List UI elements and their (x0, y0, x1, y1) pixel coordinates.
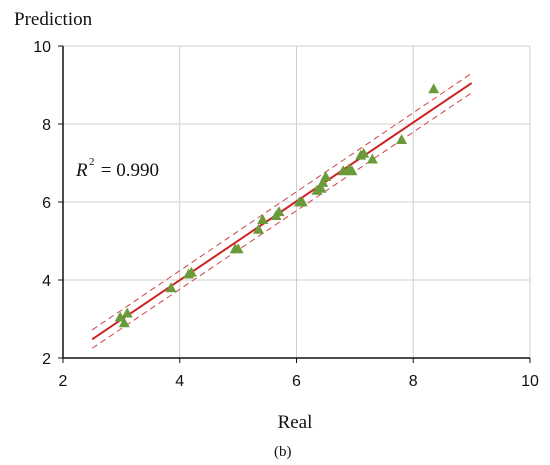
data-point (257, 214, 269, 224)
x-tick-label: 4 (175, 373, 184, 390)
y-tick-label: 6 (42, 195, 51, 212)
r2-value: = 0.990 (96, 160, 159, 181)
data-point (366, 153, 378, 164)
x-tick-label: 10 (521, 373, 539, 390)
axes (58, 45, 531, 363)
data-point (315, 182, 327, 193)
r-squared-annotation: R 2 = 0.990 (75, 156, 159, 181)
data-point (320, 171, 332, 182)
confidence-lower-line (91, 92, 472, 349)
x-axis-title: Real (278, 412, 313, 433)
x-tick-label: 8 (409, 373, 418, 390)
confidence-bands (91, 72, 472, 349)
y-tick-label: 8 (42, 117, 51, 134)
data-points (114, 83, 440, 328)
data-point (114, 311, 126, 322)
fit-line-group (91, 82, 473, 341)
data-point (396, 134, 408, 144)
y-tick-label: 2 (42, 351, 51, 368)
x-tick-label: 2 (59, 373, 68, 390)
data-point (428, 83, 440, 94)
x-tick-labels: 2 4 6 8 10 (59, 373, 539, 390)
data-point (296, 196, 308, 207)
fit-line (91, 82, 473, 341)
figure-caption: (b) (274, 444, 292, 460)
data-point (317, 177, 329, 187)
x-tick-label: 6 (292, 373, 301, 390)
data-point (273, 206, 285, 217)
data-point (232, 243, 244, 254)
data-point (121, 307, 133, 318)
y-axis-title: Prediction (14, 9, 93, 30)
y-tick-labels: 2 4 6 8 10 (33, 39, 51, 368)
y-tick-label: 4 (42, 273, 51, 290)
data-point (358, 147, 370, 158)
confidence-upper-line (91, 72, 472, 331)
data-point (253, 223, 265, 234)
data-point (185, 266, 197, 277)
r2-exponent: 2 (89, 156, 95, 168)
y-tick-label: 10 (33, 39, 51, 56)
r2-symbol: R (75, 160, 88, 181)
data-point (346, 165, 358, 176)
data-point (118, 317, 130, 328)
data-point (165, 282, 177, 293)
